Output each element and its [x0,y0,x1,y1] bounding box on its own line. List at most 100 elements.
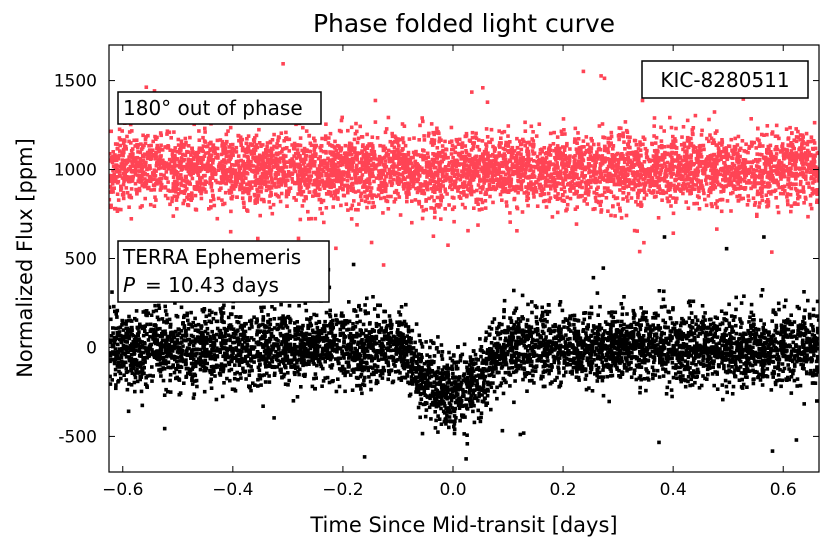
data-point [390,150,394,154]
data-point [324,122,328,126]
data-point [521,155,525,160]
data-point [589,150,593,154]
data-point [242,154,247,158]
data-point [809,152,813,157]
data-point [673,139,678,143]
data-point [486,151,490,155]
data-point [796,166,800,170]
data-point [685,149,689,153]
data-point [252,151,257,155]
data-point [322,186,327,190]
data-point [109,190,114,194]
data-point [344,159,349,163]
data-point [131,174,135,179]
data-point [219,186,223,190]
data-point [137,188,142,193]
data-point [543,184,547,188]
data-point [261,168,266,172]
data-point [767,174,771,179]
data-point [276,138,280,143]
data-point [448,178,452,183]
data-point [458,154,463,158]
data-point [440,144,445,148]
data-point [342,177,346,182]
data-point [529,164,534,169]
data-point [127,205,131,209]
data-point [640,98,645,103]
data-point [141,172,145,176]
data-point [665,180,670,184]
data-point [340,172,345,176]
data-point [113,177,118,181]
data-point [159,166,163,170]
data-point [273,176,278,181]
data-point [778,191,783,196]
data-point [304,157,308,162]
data-point [156,146,161,150]
data-point [540,190,544,195]
data-point [548,160,552,164]
data-point [208,163,213,168]
data-point [549,172,554,176]
data-point [749,186,753,191]
data-point [183,136,188,141]
data-point [681,125,686,129]
data-point [676,155,681,159]
data-point [196,155,200,160]
data-point [659,168,663,172]
data-point [523,175,528,179]
data-point [689,159,694,164]
data-point [333,193,338,198]
data-point [544,151,549,155]
data-point [704,158,708,163]
data-point [586,162,591,166]
data-point [800,153,804,158]
data-point [805,157,810,161]
data-point [623,147,627,151]
data-point [340,157,344,161]
data-point [549,187,553,191]
data-point [301,175,306,179]
data-point [653,156,657,160]
data-point [579,151,584,155]
data-point [653,173,657,177]
data-point [742,149,747,153]
data-point [654,183,659,188]
data-point [232,187,236,191]
data-point [325,192,330,196]
data-point [706,194,711,198]
data-point [327,167,331,172]
data-point [467,167,472,171]
data-point [418,184,423,188]
data-point [403,143,408,148]
data-point [169,136,173,140]
data-point [643,146,648,151]
data-point [192,162,196,166]
data-point [503,187,508,191]
data-point [489,170,494,174]
data-point [408,186,412,190]
data-point [414,186,418,191]
data-point [400,147,405,151]
data-point [207,141,211,146]
data-point [226,129,230,133]
data-point [677,176,682,180]
data-point [605,157,610,161]
data-point [434,160,439,164]
data-point [185,187,189,191]
data-point [707,163,711,168]
data-point [770,130,775,134]
data-point [374,165,378,169]
data-point [748,167,752,172]
data-point [311,161,315,165]
data-point [441,148,445,153]
data-point [518,156,523,160]
data-point [394,188,399,193]
data-point [269,186,274,190]
data-point [672,183,676,188]
data-point [552,180,557,185]
data-point [296,176,300,181]
data-point [796,196,800,201]
data-point [753,175,758,179]
data-point [522,191,527,195]
